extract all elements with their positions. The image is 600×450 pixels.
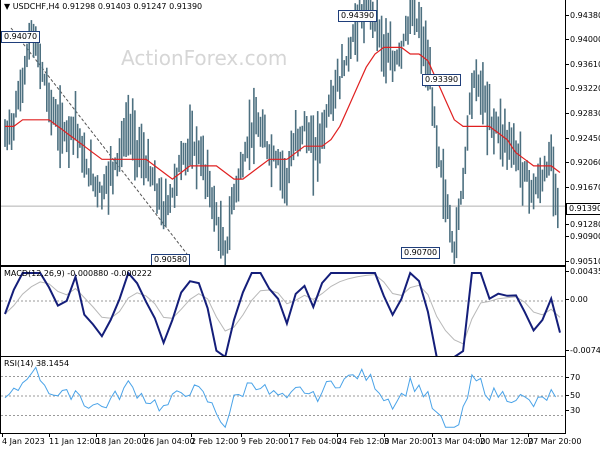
price-panel[interactable]: ActionForex.com ▼ USDCHF,H4 0.91298 0.91…: [0, 0, 566, 266]
price-panel-header: ▼ USDCHF,H4 0.91298 0.91403 0.91247 0.91…: [4, 2, 202, 11]
moving-average-line: [5, 46, 561, 180]
price-tick: 0.94380: [565, 12, 600, 20]
macd-tick: -0.007417: [565, 347, 600, 355]
macd-line: [4, 271, 561, 359]
time-tick: 9 Feb 20:00: [241, 434, 289, 446]
time-tick: 24 Feb 12:00: [337, 434, 390, 446]
macd-tick: 0.004354: [565, 268, 600, 276]
time-tick: 17 Feb 04:00: [289, 434, 342, 446]
macd-panel-title: MACD(12,26,9) -0.000880 -0.000222: [4, 269, 152, 278]
macd-chart-svg: [1, 271, 565, 359]
price-tick: 0.92450: [565, 135, 600, 143]
time-tick: 3 Mar 20:00: [384, 434, 433, 446]
rsi-tick: 30: [565, 406, 581, 415]
time-tick: 2 Feb 12:00: [191, 434, 239, 446]
rsi-line: [4, 366, 557, 429]
price-tick: 0.91670: [565, 184, 600, 192]
time-tick: 11 Jan 12:00: [49, 434, 100, 446]
price-tick: 0.92830: [565, 110, 600, 118]
callout-low-mar: 0.90700: [401, 247, 441, 259]
macd-signal-line: [4, 274, 561, 345]
rsi-tick: 70: [565, 373, 581, 382]
rsi-chart-svg: [1, 366, 565, 429]
price-tick: 0.90900: [565, 233, 600, 241]
price-tick: 0.93610: [565, 61, 600, 69]
callout-high-mid: 0.94390: [338, 10, 378, 22]
rsi-axis: 70 50 30: [565, 356, 600, 434]
rsi-panel-title: RSI(14) 38.1454: [4, 359, 70, 368]
current-price-tag: 0.91390: [566, 203, 600, 215]
rsi-panel[interactable]: RSI(14) 38.1454: [0, 356, 566, 434]
rsi-tick: 50: [565, 391, 581, 400]
time-tick: 20 Mar 12:00: [480, 434, 534, 446]
time-axis: 4 Jan 2023 11 Jan 12:00 18 Jan 20:00 26 …: [0, 434, 600, 450]
time-tick: 13 Mar 04:00: [432, 434, 486, 446]
time-tick: 27 Mar 20:00: [528, 434, 582, 446]
price-tick: 0.93220: [565, 85, 600, 93]
macd-tick: 0.00: [566, 295, 588, 304]
time-tick: 18 Jan 20:00: [96, 434, 147, 446]
macd-axis: 0.004354 0.00 -0.007417: [565, 266, 600, 364]
callout-pivot-mar: 0.93390: [422, 74, 462, 86]
callout-low-feb: 0.90580: [151, 254, 191, 265]
price-tick: 0.90510: [565, 258, 600, 266]
price-tick: 0.91280: [565, 221, 600, 229]
price-chart-svg: [1, 0, 565, 265]
macd-panel[interactable]: MACD(12,26,9) -0.000880 -0.000222: [0, 266, 566, 364]
price-axis: 0.94380 0.94000 0.93610 0.93220 0.92830 …: [565, 0, 600, 266]
callout-high-left: 0.94070: [1, 31, 41, 43]
watermark: ActionForex.com: [121, 46, 288, 70]
price-tick: 0.94000: [565, 36, 600, 44]
price-panel-title: USDCHF,H4 0.91298 0.91403 0.91247 0.9139…: [12, 2, 203, 11]
time-tick: 26 Jan 04:00: [144, 434, 195, 446]
chevron-down-icon: ▼: [4, 2, 11, 11]
time-tick: 4 Jan 2023: [2, 434, 45, 446]
price-tick: 0.92060: [565, 159, 600, 167]
